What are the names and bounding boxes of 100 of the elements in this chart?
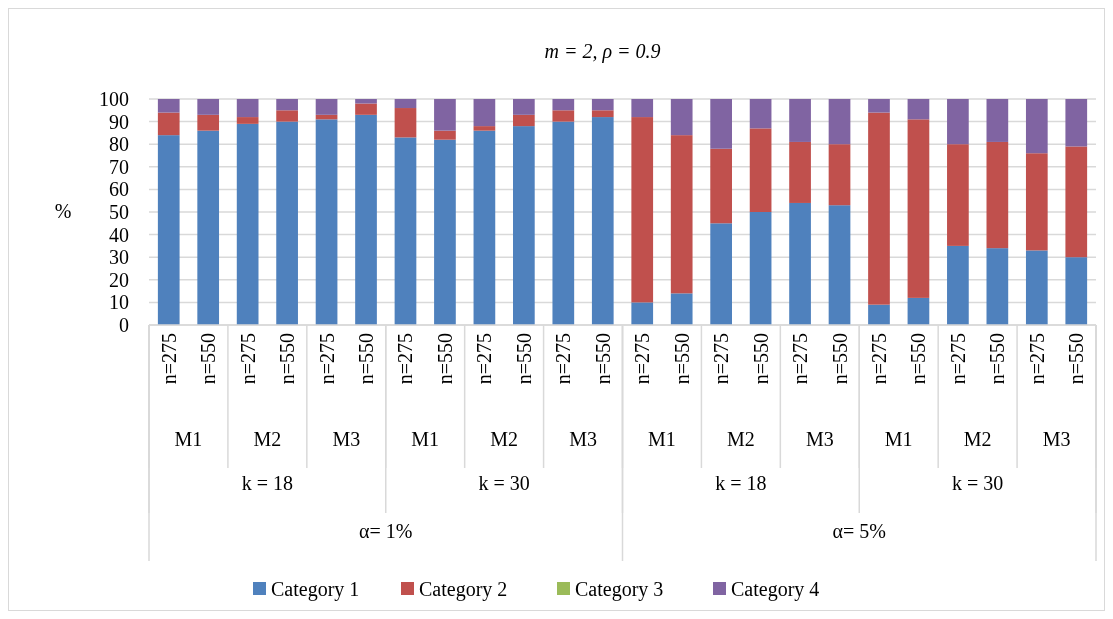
x-tick-label: n=550 (512, 333, 535, 385)
y-tick-label: 60 (109, 178, 129, 201)
x-tick-label: n=275 (1025, 333, 1048, 385)
text: α= 1% (359, 520, 413, 542)
bar (1025, 153, 1048, 251)
bar (315, 99, 338, 115)
legend-label: Category 1 (271, 578, 360, 601)
x-tick-label: n=275 (552, 333, 575, 385)
y-tick-label: 30 (109, 246, 129, 269)
y-tick-label: 10 (109, 291, 129, 314)
text: k = 18 (715, 472, 767, 494)
x-tick-label: n=275 (157, 333, 180, 385)
text: k = 30 (951, 472, 1004, 494)
bar (868, 304, 890, 325)
bar (591, 110, 614, 118)
bar (907, 297, 930, 325)
x-tick-label: n=275 (946, 333, 969, 385)
bar (907, 99, 930, 120)
bar (986, 141, 1009, 249)
bar (552, 121, 575, 325)
x-tick-label: n=550 (907, 333, 930, 385)
bar (276, 121, 298, 325)
bar (513, 114, 535, 127)
legend-label: Category 4 (731, 578, 820, 601)
legend-label: Category 2 (419, 578, 508, 601)
bar (710, 223, 732, 325)
text: M3 (332, 428, 361, 450)
y-tick-label: 50 (109, 201, 129, 223)
bar (434, 99, 456, 131)
text: M1 (884, 428, 913, 450)
text: M3 (805, 428, 834, 450)
y-axis-title: % (54, 200, 72, 222)
x-tick-label: n=275 (710, 333, 733, 385)
x-tick-label: n=550 (828, 333, 851, 385)
x-tick-label: n=550 (197, 333, 220, 385)
bar (710, 99, 732, 149)
bar (197, 130, 220, 325)
bar (986, 248, 1009, 325)
y-tick-label: 90 (109, 110, 129, 133)
x-tick-label: n=275 (394, 333, 417, 385)
x-tick-label: n=275 (315, 333, 338, 385)
bar (868, 99, 890, 113)
bar (789, 141, 811, 203)
bar (749, 99, 772, 129)
bar (236, 117, 259, 124)
bar (236, 99, 259, 118)
text: M1 (174, 428, 203, 450)
x-tick-label: n=275 (473, 333, 496, 385)
y-tick-label: 20 (109, 268, 129, 291)
x-tick-label: n=275 (631, 333, 654, 385)
x-tick-label: n=550 (670, 333, 693, 385)
bar (670, 135, 693, 294)
bar (591, 99, 614, 111)
bar (276, 99, 298, 111)
bar (394, 108, 417, 138)
bar (828, 99, 851, 145)
x-tick-label: n=550 (986, 333, 1009, 385)
bar (631, 117, 654, 303)
bar (986, 99, 1009, 142)
bar (828, 144, 851, 206)
x-tick-label: n=550 (1065, 333, 1088, 385)
text: M2 (726, 428, 755, 450)
bar (947, 99, 969, 145)
x-tick-label: n=275 (867, 333, 890, 385)
bar (355, 103, 377, 115)
text: M2 (253, 428, 282, 450)
bar (513, 126, 535, 325)
text: M1 (411, 428, 440, 450)
bar (1025, 99, 1048, 154)
bar (473, 99, 496, 127)
x-tick-label: n=275 (236, 333, 259, 385)
bar (513, 99, 535, 115)
y-tick-label: 80 (109, 133, 129, 156)
bar (197, 114, 220, 131)
bar (434, 139, 456, 325)
y-tick-label: 0 (119, 314, 129, 336)
bar (789, 202, 811, 325)
x-tick-label: n=275 (789, 333, 812, 385)
y-tick-label: 100 (99, 88, 129, 110)
bar (591, 117, 614, 325)
bar (907, 119, 930, 298)
x-tick-label: n=550 (749, 333, 772, 385)
bar (1065, 99, 1088, 147)
bar (473, 126, 496, 131)
text: α= 5% (832, 520, 886, 542)
bar (1025, 250, 1048, 325)
bar (749, 212, 772, 325)
text: M1 (648, 428, 676, 450)
text: M2 (963, 428, 992, 450)
bar (552, 110, 575, 122)
bar (789, 99, 811, 142)
text: k = 18 (241, 472, 294, 494)
bar (157, 112, 180, 136)
bar (631, 302, 654, 325)
bar (157, 135, 180, 325)
text: M2 (490, 428, 519, 450)
text: M3 (1042, 428, 1071, 450)
x-tick-label: n=550 (591, 333, 614, 385)
bar (355, 99, 377, 104)
bar (552, 99, 575, 111)
